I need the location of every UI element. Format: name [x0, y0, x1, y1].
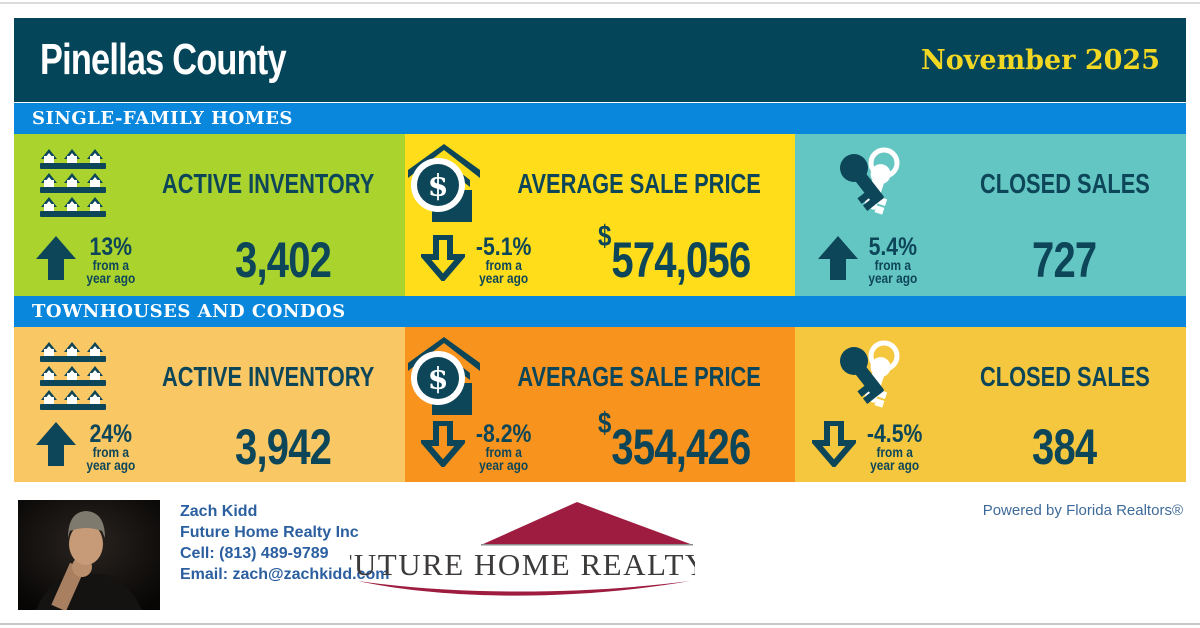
logo-swoosh-icon: [358, 581, 690, 596]
houses-icon: [14, 147, 132, 221]
percent-change: 24%: [89, 419, 133, 448]
stat-card-sf-active-inventory: ACTIVE INVENTORY 13% from a year ago 3,4…: [14, 134, 405, 296]
stat-value: 3,942: [235, 418, 332, 475]
percent-change: 5.4%: [868, 233, 917, 261]
metric-title: CLOSED SALES: [979, 361, 1150, 392]
period-label: from a: [485, 443, 522, 460]
period-label: year ago: [869, 456, 919, 473]
currency-symbol: $: [597, 220, 611, 254]
agent-contact-block: Zach Kidd Future Home Realty Inc Cell: (…: [180, 501, 389, 585]
percent-change: 13%: [89, 233, 133, 261]
period-label: from a: [92, 443, 130, 460]
house-dollar-icon: [405, 144, 483, 224]
metric-title: ACTIVE INVENTORY: [162, 361, 375, 392]
metric-title: ACTIVE INVENTORY: [162, 168, 375, 199]
period-label: year ago: [479, 456, 529, 473]
stat-card-sf-avg-sale-price: AVERAGE SALE PRICE -5.1% from a year ago…: [404, 134, 796, 296]
percent-change: -8.2%: [475, 419, 532, 448]
period-label: from a: [876, 443, 913, 460]
keys-icon: [795, 339, 943, 415]
stat-value: 3,402: [235, 232, 332, 288]
stat-value: $354,426: [597, 406, 751, 475]
agent-name: Zach Kidd: [180, 503, 258, 520]
section-label: SINGLE-FAMILY HOMES: [32, 108, 293, 129]
stat-card-sf-closed-sales: CLOSED SALES 5.4% from a year ago 727: [795, 134, 1187, 296]
stat-card-tc-active-inventory: ACTIVE INVENTORY 24% from a year ago 3,9…: [14, 327, 405, 482]
bottom-divider: [0, 623, 1200, 625]
metric-title: CLOSED SALES: [979, 168, 1150, 199]
keys-icon: [795, 146, 943, 222]
trend-up-icon: [817, 235, 858, 285]
powered-by: Powered by Florida Realtors®: [982, 502, 1183, 519]
townhouse-condo-cards-row: ACTIVE INVENTORY 24% from a year ago 3,9…: [14, 327, 1187, 482]
logo-roof-icon: [481, 502, 693, 545]
section-strip-single-family: SINGLE-FAMILY HOMES: [14, 103, 1186, 134]
period-label: year ago: [86, 456, 136, 473]
page-title: Pinellas County: [40, 35, 287, 84]
stat-value: 384: [1032, 418, 1097, 475]
stat-card-tc-closed-sales: CLOSED SALES -4.5% from a year ago 384: [795, 327, 1187, 482]
metric-title: AVERAGE SALE PRICE: [517, 361, 762, 392]
stat-card-tc-avg-sale-price: AVERAGE SALE PRICE -8.2% from a year ago…: [404, 327, 796, 482]
trend-up-icon: [36, 235, 77, 285]
brand-logo: FUTURE HOME REALTY: [335, 497, 707, 607]
trend-up-icon: [36, 422, 77, 471]
house-dollar-icon: [405, 337, 483, 417]
agent-company: Future Home Realty Inc: [180, 524, 359, 541]
stat-value: 727: [1032, 232, 1097, 288]
period-label: year ago: [867, 270, 917, 286]
agent-email: Email: zach@zachkidd.com: [180, 566, 390, 583]
report-header: Pinellas County November 2025: [14, 18, 1186, 102]
top-divider: [0, 2, 1200, 4]
trend-down-icon: [421, 235, 465, 286]
section-strip-townhouses-condos: TOWNHOUSES AND CONDOS: [14, 296, 1186, 327]
report-date: November 2025: [921, 44, 1160, 76]
agent-cell: Cell: (813) 489-9789: [180, 545, 329, 562]
currency-symbol: $: [597, 406, 611, 440]
period-label: year ago: [479, 270, 529, 286]
period-label: from a: [92, 257, 130, 273]
stat-value: $574,056: [597, 220, 751, 288]
agent-photo: [18, 500, 160, 612]
single-family-cards-row: ACTIVE INVENTORY 13% from a year ago 3,4…: [14, 134, 1187, 296]
period-label: from a: [874, 257, 911, 273]
metric-title: AVERAGE SALE PRICE: [517, 168, 762, 199]
period-label: year ago: [86, 270, 136, 286]
period-label: from a: [485, 257, 522, 273]
trend-down-icon: [421, 421, 465, 472]
houses-icon: [14, 340, 132, 414]
percent-change: -5.1%: [475, 233, 532, 261]
percent-change: -4.5%: [866, 419, 923, 448]
section-label: TOWNHOUSES AND CONDOS: [32, 301, 346, 322]
brand-logo-text: FUTURE HOME REALTY: [350, 547, 695, 582]
trend-down-icon: [812, 421, 856, 472]
